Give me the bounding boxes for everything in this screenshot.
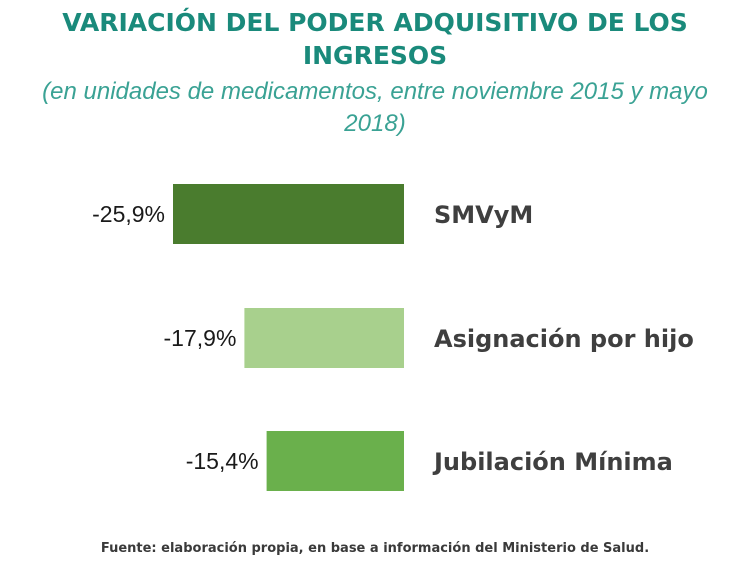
source-note: Fuente: elaboración propia, en base a in… [100, 541, 650, 556]
category-label-asignacion-por-hijo: Asignación por hijo [434, 325, 694, 353]
category-label-smvym: SMVyM [434, 201, 533, 229]
bar-jubilacion-minima [266, 431, 404, 491]
bar-asignacion-por-hijo [244, 308, 404, 368]
value-label-asignacion-por-hijo: -17,9% [164, 325, 237, 351]
value-label-smvym: -25,9% [92, 201, 165, 227]
value-label-jubilacion-minima: -15,4% [186, 448, 259, 474]
bar-smvym [173, 184, 404, 244]
chart-title: VARIACIÓN DEL PODER ADQUISITIVO DE LOS I… [62, 8, 688, 70]
category-label-jubilacion-minima: Jubilación Mínima [432, 448, 673, 476]
chart-subtitle: (en unidades de medicamentos, entre novi… [42, 78, 708, 137]
